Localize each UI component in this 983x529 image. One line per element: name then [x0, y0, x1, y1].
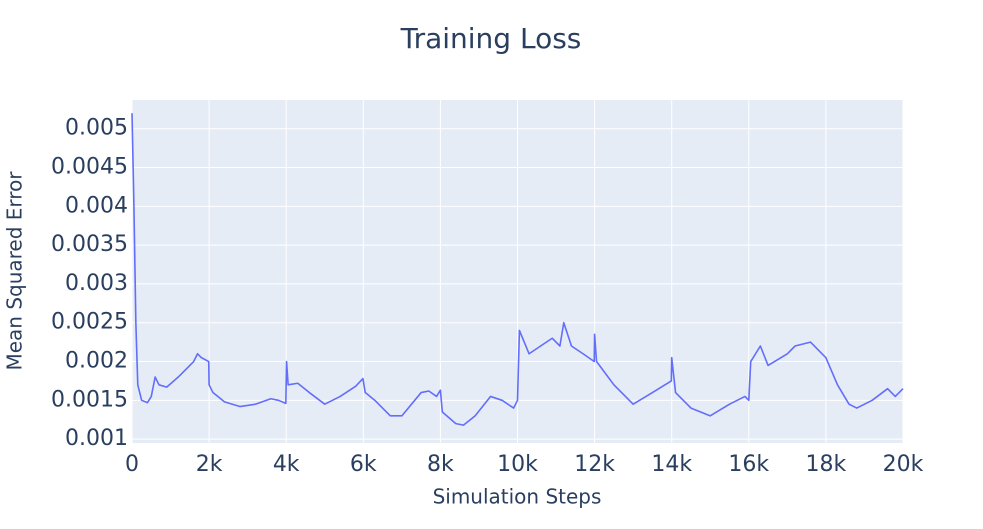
x-tick-label: 0: [125, 452, 139, 477]
y-tick-label: 0.001: [65, 426, 128, 451]
y-tick-label: 0.004: [65, 193, 128, 218]
y-tick-label: 0.0045: [51, 155, 128, 180]
x-tick-label: 16k: [728, 452, 769, 477]
x-tick-label: 20k: [883, 452, 924, 477]
x-tick-label: 18k: [806, 452, 847, 477]
y-tick-label: 0.0015: [51, 387, 128, 412]
x-tick-label: 14k: [651, 452, 692, 477]
x-tick-label: 10k: [497, 452, 538, 477]
x-tick-label: 2k: [196, 452, 223, 477]
y-tick-label: 0.002: [65, 349, 128, 374]
line: [131, 113, 904, 426]
chart-title: Training Loss: [400, 22, 582, 55]
x-axis-label: Simulation Steps: [433, 485, 602, 509]
x-tick-label: 4k: [273, 452, 300, 477]
x-tick-label: 12k: [574, 452, 615, 477]
y-tick-label: 0.0025: [51, 310, 128, 335]
x-tick-label: 6k: [350, 452, 377, 477]
x-tick-label: 8k: [427, 452, 454, 477]
y-axis-label: Mean Squared Error: [3, 171, 27, 371]
y-tick-label: 0.003: [65, 271, 128, 296]
y-tick-label: 0.0035: [51, 232, 128, 257]
y-tick-label: 0.005: [65, 116, 128, 141]
